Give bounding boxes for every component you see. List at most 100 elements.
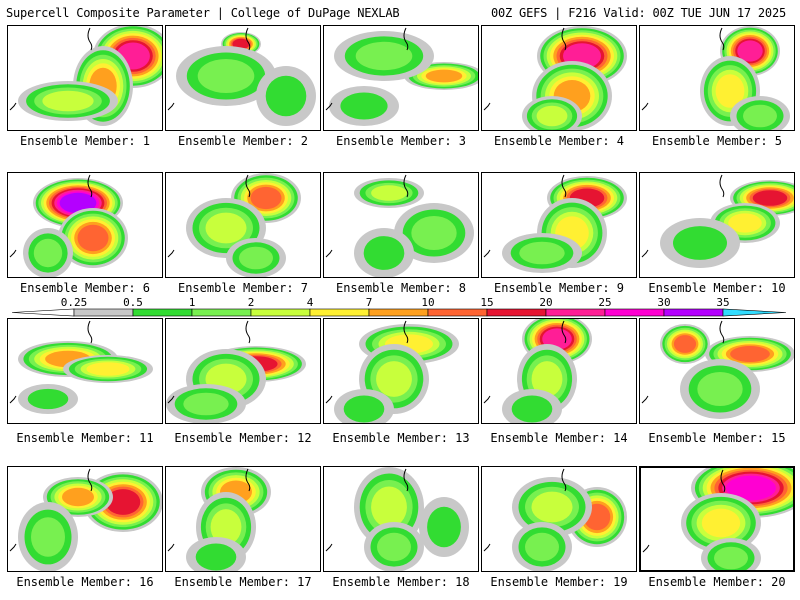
coastline-outline	[483, 102, 491, 111]
great-lakes-outline	[719, 174, 725, 198]
scp-contour	[31, 517, 65, 557]
coastline-outline	[167, 395, 175, 404]
scp-field-map	[642, 468, 793, 570]
scp-contour	[232, 38, 250, 50]
legend-tick-label: 7	[366, 296, 373, 309]
scp-field-map	[641, 320, 794, 419]
scp-contour	[62, 487, 94, 507]
coastline-outline	[9, 395, 17, 404]
legend-tick-label: 35	[716, 296, 729, 309]
scp-field-map	[325, 27, 478, 126]
scp-field-map	[641, 26, 790, 130]
legend-swatch	[73, 308, 134, 317]
scp-contour	[42, 90, 94, 112]
scp-contour	[730, 346, 770, 362]
ensemble-member-label: Ensemble Member: 9	[493, 281, 625, 295]
legend-swatch	[309, 308, 370, 317]
scp-field-map	[167, 173, 301, 277]
coastline-outline	[9, 543, 17, 552]
scp-field-map	[483, 468, 627, 571]
scp-contour	[210, 509, 242, 545]
great-lakes-outline	[403, 27, 409, 51]
ensemble-map-panel	[639, 25, 795, 131]
great-lakes-outline	[561, 27, 567, 51]
ensemble-map-panel	[481, 466, 637, 572]
ensemble-member-label: Ensemble Member: 1	[19, 134, 151, 148]
scp-contour	[371, 486, 407, 528]
ensemble-member-label: Ensemble Member: 16	[16, 575, 154, 589]
great-lakes-outline	[719, 320, 725, 344]
great-lakes-outline	[87, 320, 93, 344]
coastline-outline	[325, 395, 333, 404]
scp-contour	[59, 192, 97, 214]
scp-contour	[265, 75, 307, 117]
ensemble-map-panel	[165, 466, 321, 572]
scp-field-map	[325, 320, 459, 423]
legend-swatch	[132, 308, 193, 317]
ensemble-map-panel	[165, 318, 321, 424]
scp-contour	[525, 532, 559, 562]
valid-time: 00Z GEFS | F216 Valid: 00Z TUE JUN 17 20…	[490, 6, 786, 20]
coastline-outline	[641, 395, 649, 404]
ensemble-map-panel	[481, 25, 637, 131]
legend-swatch	[545, 308, 606, 317]
scp-contour	[427, 506, 461, 548]
scp-field-map	[9, 320, 153, 414]
great-lakes-outline	[403, 174, 409, 198]
ensemble-member-label: Ensemble Member: 15	[648, 431, 786, 445]
legend-swatch	[427, 308, 488, 317]
great-lakes-outline	[561, 468, 567, 492]
scp-field-map	[9, 174, 128, 277]
ensemble-map-panel	[639, 318, 795, 424]
ensemble-member-label: Ensemble Member: 19	[490, 575, 628, 589]
legend-swatch	[250, 308, 311, 317]
scp-field-map	[9, 468, 162, 571]
scp-contour	[195, 543, 237, 571]
scp-contour	[205, 212, 247, 244]
scp-contour	[697, 372, 743, 406]
great-lakes-outline	[87, 27, 93, 51]
ensemble-map-panel	[639, 466, 795, 572]
ensemble-member-label: Ensemble Member: 18	[332, 575, 470, 589]
scp-field-map	[325, 174, 474, 277]
ensemble-map-panel	[165, 172, 321, 278]
ensemble-map-panel	[323, 25, 479, 131]
coastline-outline	[325, 249, 333, 258]
ensemble-member-label: Ensemble Member: 3	[335, 134, 467, 148]
legend-tick-label: 1	[189, 296, 196, 309]
scp-contour	[714, 546, 748, 570]
legend-tick-label: 0.5	[123, 296, 143, 309]
scp-field-map	[483, 26, 627, 130]
coastline-outline	[325, 543, 333, 552]
scp-contour	[425, 69, 463, 83]
scp-contour	[197, 59, 255, 93]
legend-swatch	[486, 308, 547, 317]
legend-tick-label: 15	[480, 296, 493, 309]
color-legend: 0.25 0.5 1 2 4 7 10 15 20 25 30 35	[11, 296, 787, 317]
legend-tick-label: 25	[598, 296, 611, 309]
ensemble-member-label: Ensemble Member: 4	[493, 134, 625, 148]
legend-swatch	[191, 308, 252, 317]
scp-contour	[377, 532, 411, 562]
scp-field-map	[483, 174, 627, 273]
scp-contour	[340, 92, 388, 120]
ensemble-map-panel	[165, 25, 321, 131]
coastline-outline	[167, 543, 175, 552]
ensemble-map-panel	[7, 25, 163, 131]
ensemble-map-panel	[7, 466, 163, 572]
scp-contour	[183, 392, 229, 416]
great-lakes-outline	[561, 320, 567, 344]
ensemble-member-label: Ensemble Member: 12	[174, 431, 312, 445]
ensemble-member-label: Ensemble Member: 13	[332, 431, 470, 445]
scp-contour	[673, 335, 697, 353]
scp-contour	[519, 241, 565, 265]
legend-tick-label: 2	[248, 296, 255, 309]
great-lakes-outline	[720, 469, 726, 493]
ensemble-member-label: Ensemble Member: 8	[335, 281, 467, 295]
scp-field-map	[167, 27, 316, 126]
scp-contour	[701, 508, 741, 538]
scp-contour	[752, 190, 788, 206]
legend-tick-label: 20	[539, 296, 552, 309]
scp-contour	[726, 475, 776, 501]
great-lakes-outline	[87, 468, 93, 492]
